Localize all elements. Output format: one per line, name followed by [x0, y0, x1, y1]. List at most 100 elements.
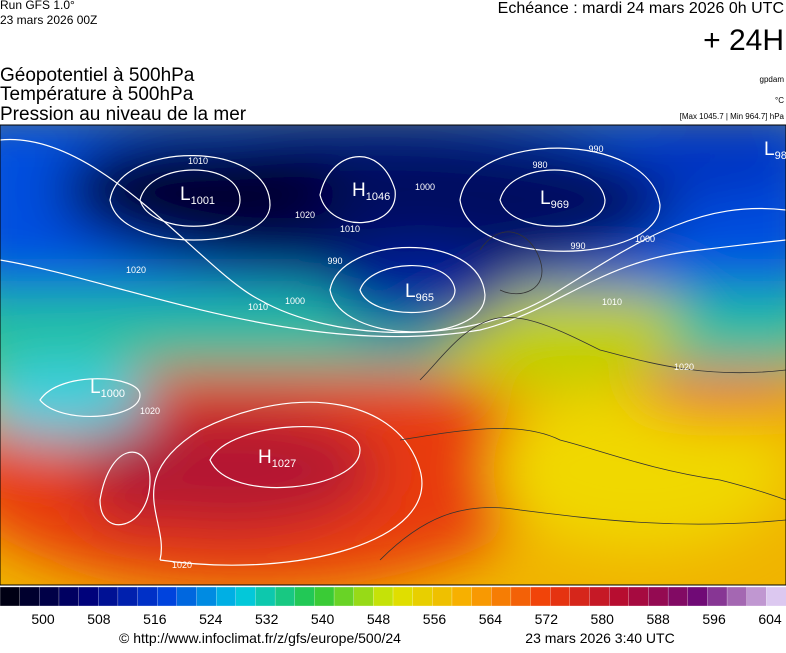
center-letter: L [90, 377, 101, 398]
map-field [0, 125, 786, 585]
colorbar-cell [98, 586, 119, 607]
center-value: 1000 [101, 388, 125, 400]
center-letter: L [180, 184, 191, 205]
isobar-label: 980 [532, 160, 547, 170]
run-label: Run GFS 1.0° [0, 0, 75, 12]
colorbar-cell [39, 586, 60, 607]
pressure-center: L1000 [90, 377, 125, 400]
isobar-label: 1000 [415, 182, 435, 192]
pressure-center: L965 [405, 281, 434, 304]
colorbar-cell [746, 586, 768, 607]
colorbar-label: 532 [255, 611, 279, 627]
colorbar-cell [117, 586, 139, 607]
colorbar-cell [392, 586, 414, 607]
colorbar-cell [628, 586, 650, 607]
isobar-label: 1010 [602, 297, 622, 307]
footer-date: 23 mars 2026 3:40 UTC [525, 630, 674, 646]
center-letter: L [764, 139, 775, 160]
pressure-center: L1001 [180, 184, 215, 207]
colorbar-cell [569, 586, 591, 607]
colorbar-cell [609, 586, 630, 607]
colorbar-cell [432, 586, 453, 607]
colorbar-cell [235, 586, 257, 607]
center-letter: H [258, 447, 272, 468]
isobar-label: 1020 [295, 210, 315, 220]
footer-url: © http://www.infoclimat.fr/z/gfs/europe/… [119, 630, 401, 646]
center-letter: L [405, 281, 416, 302]
colorbar-label: 572 [535, 611, 559, 627]
center-letter: H [352, 180, 366, 201]
colorbar-label: 588 [646, 611, 670, 627]
isobar-label: 990 [327, 256, 342, 266]
lead-time: + 24H [703, 24, 784, 57]
center-value: 965 [416, 292, 434, 304]
colorbar-cell [78, 586, 99, 607]
isobar-label: 1000 [635, 234, 655, 244]
colorbar-label: 580 [591, 611, 615, 627]
coastlines [379, 231, 786, 561]
colorbar-label: 548 [367, 611, 391, 627]
colorbar-label: 604 [758, 611, 782, 627]
isobar-label: 1010 [340, 224, 360, 234]
colorbar-cell [58, 586, 80, 607]
colorbar-cell [353, 586, 375, 607]
pressure-center: L969 [540, 188, 569, 211]
isobars [0, 139, 786, 566]
map-frame [0, 124, 786, 586]
colorbar-cell [687, 586, 709, 607]
colorbar-cell [373, 586, 394, 607]
isobar-label: 1020 [126, 265, 146, 275]
pressure-center: H1027 [258, 447, 296, 470]
center-letter: L [540, 188, 551, 209]
colorbar-cell [667, 586, 689, 607]
isobar-label: 1000 [285, 296, 305, 306]
center-value: 1027 [272, 458, 296, 470]
valid-time: Echéance : mardi 24 mars 2026 0h UTC [498, 0, 784, 17]
run-date: 23 mars 2026 00Z [0, 13, 97, 27]
pressure-center: H1046 [352, 180, 390, 203]
colorbar-cell [0, 586, 21, 607]
center-value: 969 [551, 199, 569, 211]
colorbar-cell [648, 586, 669, 607]
colorbar-cell [314, 586, 335, 607]
colorbar-cell [137, 586, 158, 607]
isobar-label: 990 [588, 144, 603, 154]
colorbar-label: 500 [31, 611, 55, 627]
colorbar-cell [530, 586, 551, 607]
colorbar-cell [294, 586, 316, 607]
colorbar-cell [726, 586, 748, 607]
center-value: 1001 [191, 195, 215, 207]
colorbar-cell [491, 586, 512, 607]
pressure-center: L98 [764, 139, 786, 162]
isobar-label: 1010 [248, 302, 268, 312]
colorbar-cell [157, 586, 178, 607]
isobar-label: 1010 [188, 156, 208, 166]
title-line: Pression au niveau de la mer [0, 104, 247, 125]
unit-label: [Max 1045.7 | Min 964.7] hPa [680, 112, 785, 121]
unit-label: gpdam [760, 75, 785, 84]
title-line: Géopotentiel à 500hPa [0, 65, 195, 86]
title-line: Température à 500hPa [0, 84, 194, 105]
colorbar-label: 556 [423, 611, 447, 627]
unit-label: °C [775, 96, 784, 105]
colorbar-cell [451, 586, 473, 607]
colorbar-cell [707, 586, 728, 607]
colorbar-cell [589, 586, 610, 607]
colorbar-label: 540 [311, 611, 335, 627]
colorbar-label: 564 [479, 611, 503, 627]
colorbar-label: 516 [143, 611, 167, 627]
colorbar-cell [274, 586, 296, 607]
colorbar-cell [176, 586, 198, 607]
colorbar-cell [412, 586, 433, 607]
center-value: 98 [775, 150, 786, 162]
colorbar-cell [471, 586, 492, 607]
colorbar-cell [510, 586, 532, 607]
colorbar-label: 508 [87, 611, 111, 627]
center-value: 1046 [366, 191, 390, 203]
colorbar-label: 596 [702, 611, 726, 627]
colorbar-label: 524 [199, 611, 223, 627]
isobar-label: 1020 [674, 362, 694, 372]
isobar-label: 990 [570, 241, 585, 251]
isobar-label: 1020 [172, 560, 192, 570]
